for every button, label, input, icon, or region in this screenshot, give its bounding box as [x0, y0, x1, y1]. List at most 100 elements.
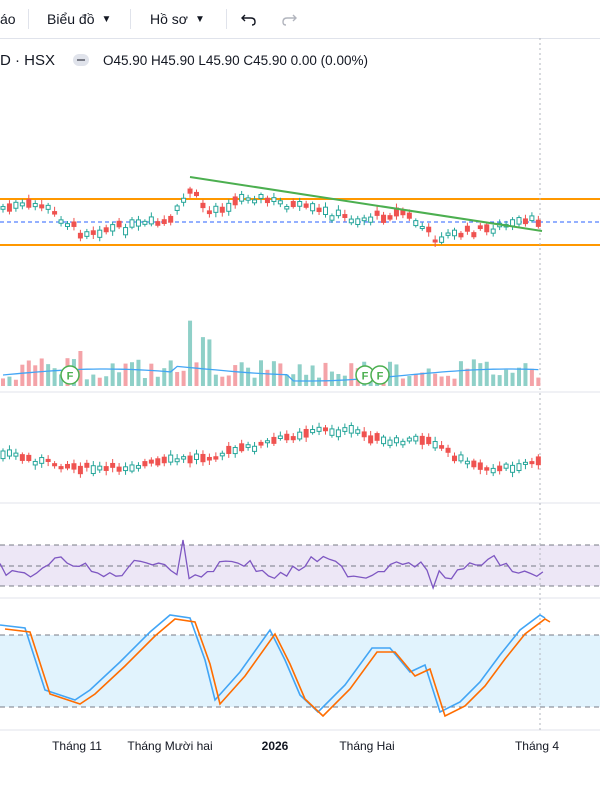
- candle-body: [110, 224, 116, 232]
- candle-body: [6, 449, 12, 457]
- candle-body: [90, 230, 96, 235]
- volume-bar: [130, 362, 134, 386]
- candle-body: [348, 425, 354, 434]
- candle-body: [39, 457, 45, 464]
- candle-body: [426, 436, 432, 445]
- volume-bar: [239, 362, 244, 386]
- profile-menu-label: Hồ sơ: [150, 11, 188, 27]
- collapse-legend-icon[interactable]: [73, 54, 90, 66]
- volume-bar: [59, 374, 64, 386]
- candle-body: [445, 447, 451, 453]
- candle-body: [84, 231, 90, 237]
- candle-body: [200, 453, 206, 463]
- candle-body: [310, 203, 316, 212]
- toolbar-divider: [130, 9, 131, 29]
- candle-body: [226, 445, 232, 454]
- candle-body: [200, 202, 206, 209]
- candle-body: [103, 227, 109, 233]
- toolbar-item-partial[interactable]: áo: [0, 0, 16, 38]
- undo-button[interactable]: [240, 0, 258, 38]
- candle-body: [26, 454, 32, 462]
- volume-bar: [226, 375, 231, 386]
- chart-type-menu[interactable]: Biểu đồ ▼: [47, 0, 111, 38]
- time-axis[interactable]: Tháng 11 Tháng Mười hai 2026 Tháng Hai T…: [52, 739, 559, 753]
- candle-body: [335, 209, 341, 217]
- volume-bar: [420, 372, 425, 386]
- volume-bar: [536, 377, 541, 386]
- candle-body: [232, 196, 238, 206]
- candle-body: [516, 217, 522, 225]
- candle-body: [516, 463, 522, 472]
- candle-body: [58, 466, 64, 470]
- volume-bar: [446, 375, 451, 386]
- candle-body: [103, 466, 109, 471]
- candle-body: [471, 460, 477, 468]
- candle-body: [535, 219, 541, 227]
- profile-menu[interactable]: Hồ sơ ▼: [150, 0, 205, 38]
- candle-body: [439, 236, 445, 243]
- candle-body: [13, 201, 19, 209]
- top-toolbar: áo Biểu đồ ▼ Hồ sơ ▼: [0, 0, 600, 39]
- candle-body: [97, 465, 103, 471]
- candle-body: [497, 465, 503, 472]
- candle-body: [239, 443, 245, 452]
- candle-body: [361, 217, 367, 222]
- candle-body: [252, 199, 258, 204]
- volume-bar: [342, 375, 347, 386]
- volume-bars: [1, 320, 541, 386]
- volume-bar: [52, 368, 57, 386]
- candle-body: [284, 205, 290, 210]
- candle-body: [19, 454, 25, 461]
- volume-bar: [388, 361, 392, 386]
- candle-body: [155, 458, 161, 466]
- candle-body: [232, 447, 238, 455]
- stochastic-k-line: [0, 614, 546, 714]
- volume-bar: [162, 368, 167, 386]
- candle-body: [226, 202, 232, 212]
- redo-button[interactable]: [280, 0, 298, 38]
- volume-bar: [188, 320, 193, 386]
- candle-body: [213, 456, 219, 460]
- candle-body: [329, 428, 335, 436]
- candle-body: [381, 214, 387, 223]
- candle-body: [335, 429, 341, 438]
- toolbar-divider: [226, 9, 227, 29]
- candle-body: [406, 212, 412, 219]
- volume-bar: [265, 369, 270, 386]
- candle-body: [484, 224, 490, 233]
- volume-bar: [104, 376, 109, 386]
- volume-bar: [194, 362, 199, 386]
- candle-body: [19, 202, 25, 207]
- candle-body: [348, 218, 354, 224]
- volume-bar: [310, 365, 315, 386]
- candle-body: [342, 427, 348, 432]
- candle-body: [458, 454, 464, 462]
- volume-bar: [13, 379, 18, 386]
- candle-body: [323, 427, 328, 432]
- candle-body: [439, 445, 445, 449]
- trend-line[interactable]: [189, 176, 543, 232]
- candle-body: [58, 219, 64, 224]
- stoch-band-background: [0, 635, 600, 707]
- candle-body: [419, 225, 425, 230]
- time-axis-label: Tháng 11: [52, 739, 102, 753]
- volume-bar: [407, 376, 412, 386]
- candle-body: [277, 435, 283, 439]
- volume-bar: [413, 373, 418, 386]
- candle-body: [161, 456, 167, 464]
- volume-bar: [213, 374, 218, 386]
- symbol-label[interactable]: D · HSX: [0, 51, 56, 69]
- chart-type-menu-label: Biểu đồ: [47, 11, 95, 27]
- candle-body: [368, 435, 374, 444]
- candle-body: [245, 197, 251, 201]
- candle-body: [374, 210, 380, 216]
- chevron-down-icon: ▼: [194, 13, 205, 25]
- time-axis-label: Tháng 4: [515, 739, 559, 753]
- candle-body: [464, 460, 470, 465]
- candle-body: [264, 440, 270, 444]
- candle-body: [155, 221, 161, 226]
- candle-body: [323, 206, 328, 215]
- candle-body: [123, 227, 129, 236]
- volume-bar: [504, 369, 509, 386]
